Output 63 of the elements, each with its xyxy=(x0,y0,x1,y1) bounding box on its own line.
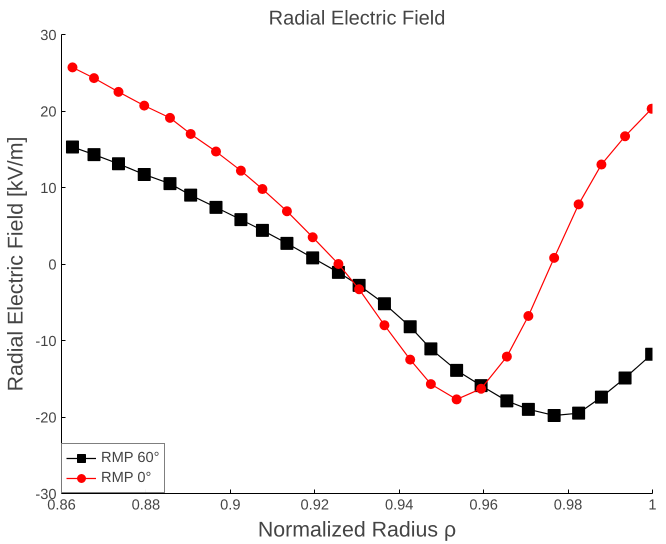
point xyxy=(502,352,512,362)
point xyxy=(450,364,464,377)
point xyxy=(618,371,632,384)
point xyxy=(257,184,268,194)
point xyxy=(163,177,176,190)
y-tick-label: 20 xyxy=(40,104,57,120)
point xyxy=(67,62,78,72)
point xyxy=(574,199,584,210)
point xyxy=(88,148,101,162)
x-axis-title: Normalized Radius ρ xyxy=(258,518,456,542)
x-tick-label: 1 xyxy=(648,498,657,514)
y-tick-label: -20 xyxy=(35,410,57,426)
point xyxy=(184,188,198,202)
point xyxy=(211,146,222,157)
point xyxy=(280,236,294,250)
point xyxy=(549,252,560,263)
point xyxy=(426,379,436,390)
point xyxy=(523,311,534,322)
x-tick-label: 0.96 xyxy=(469,498,498,514)
y-tick-label: 0 xyxy=(48,258,57,274)
point xyxy=(572,406,586,420)
point xyxy=(186,128,196,139)
y-tick-label: -10 xyxy=(35,334,57,350)
point xyxy=(234,213,248,226)
point xyxy=(548,408,561,422)
point xyxy=(378,297,391,310)
x-tick-label: 0.88 xyxy=(132,498,160,514)
point xyxy=(354,284,364,294)
point xyxy=(139,100,150,111)
point xyxy=(66,140,79,154)
y-axis-title: Radial Electric Field [kV/m] xyxy=(3,136,28,392)
point xyxy=(476,384,486,394)
point xyxy=(404,320,417,334)
point xyxy=(620,131,630,142)
point xyxy=(379,320,390,330)
point xyxy=(306,251,320,264)
point xyxy=(236,166,246,176)
point xyxy=(164,112,175,123)
point xyxy=(333,259,344,269)
point xyxy=(308,232,318,242)
y-tick-label: 10 xyxy=(40,181,57,197)
x-tick-label: 0.98 xyxy=(554,498,582,514)
point xyxy=(596,160,606,170)
y-tick-label: 30 xyxy=(40,28,57,44)
point xyxy=(112,157,125,170)
point xyxy=(282,206,292,216)
point xyxy=(500,394,514,408)
point xyxy=(594,390,608,404)
x-tick-label: 0.94 xyxy=(384,498,414,514)
chart-title: Radial Electric Field xyxy=(268,8,446,30)
x-tick-label: 0.92 xyxy=(300,498,330,514)
point xyxy=(89,73,100,84)
point xyxy=(522,402,535,416)
point xyxy=(256,224,269,237)
point xyxy=(113,86,124,97)
point xyxy=(210,200,223,214)
legend-label: RMP 0° xyxy=(101,470,152,486)
point xyxy=(138,168,151,181)
point xyxy=(452,394,462,404)
point xyxy=(424,342,438,356)
x-tick-label: 0.9 xyxy=(220,498,241,514)
legend-label: RMP 60° xyxy=(101,450,160,466)
point xyxy=(405,354,416,365)
